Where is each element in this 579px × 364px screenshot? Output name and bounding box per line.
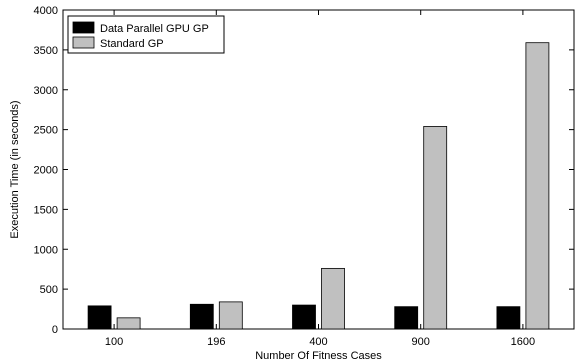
y-tick-label: 0 [52,324,58,336]
bar-gpu-1600 [496,306,521,330]
bar-standard-400 [321,267,345,330]
legend-swatch-gpu [72,21,95,34]
y-tick-label: 1500 [34,204,58,216]
y-tick-label: 1000 [34,244,58,256]
bars [87,42,550,330]
x-axis-ticks: 100 196 400 900 1600 [105,10,535,348]
plot-area [62,9,575,330]
bar-gpu-100 [87,305,112,330]
y-tick-label: 4000 [34,5,58,17]
x-tick-label: 400 [309,336,327,348]
bar-gpu-196 [189,303,214,330]
x-axis-label: Number Of Fitness Cases [255,350,382,362]
y-tick-label: 3500 [34,45,58,57]
bar-gpu-400 [292,304,316,330]
bar-standard-1600 [525,42,550,330]
bar-standard-196 [218,301,243,330]
x-tick-label: 100 [105,336,123,348]
plot-frame [62,9,575,330]
x-tick-label: 196 [207,336,225,348]
bar-standard-900 [423,126,448,330]
y-axis-ticks: 0 500 1000 1500 2000 2500 3000 3500 4000 [34,5,574,336]
legend-label-standard: Standard GP [100,38,164,50]
bar-standard-100 [116,317,141,330]
bar-gpu-900 [394,306,419,330]
y-tick-label: 500 [40,284,58,296]
legend: Data Parallel GPU GP Standard GP [67,15,225,54]
legend-swatch-standard [72,36,95,49]
y-tick-label: 3000 [34,85,58,97]
y-tick-label: 2000 [34,165,58,177]
x-tick-label: 900 [412,336,430,348]
legend-label-gpu: Data Parallel GPU GP [100,23,209,35]
y-axis-label: Execution Time (in seconds) [9,100,21,238]
y-tick-label: 2500 [34,125,58,137]
x-tick-label: 1600 [511,336,535,348]
